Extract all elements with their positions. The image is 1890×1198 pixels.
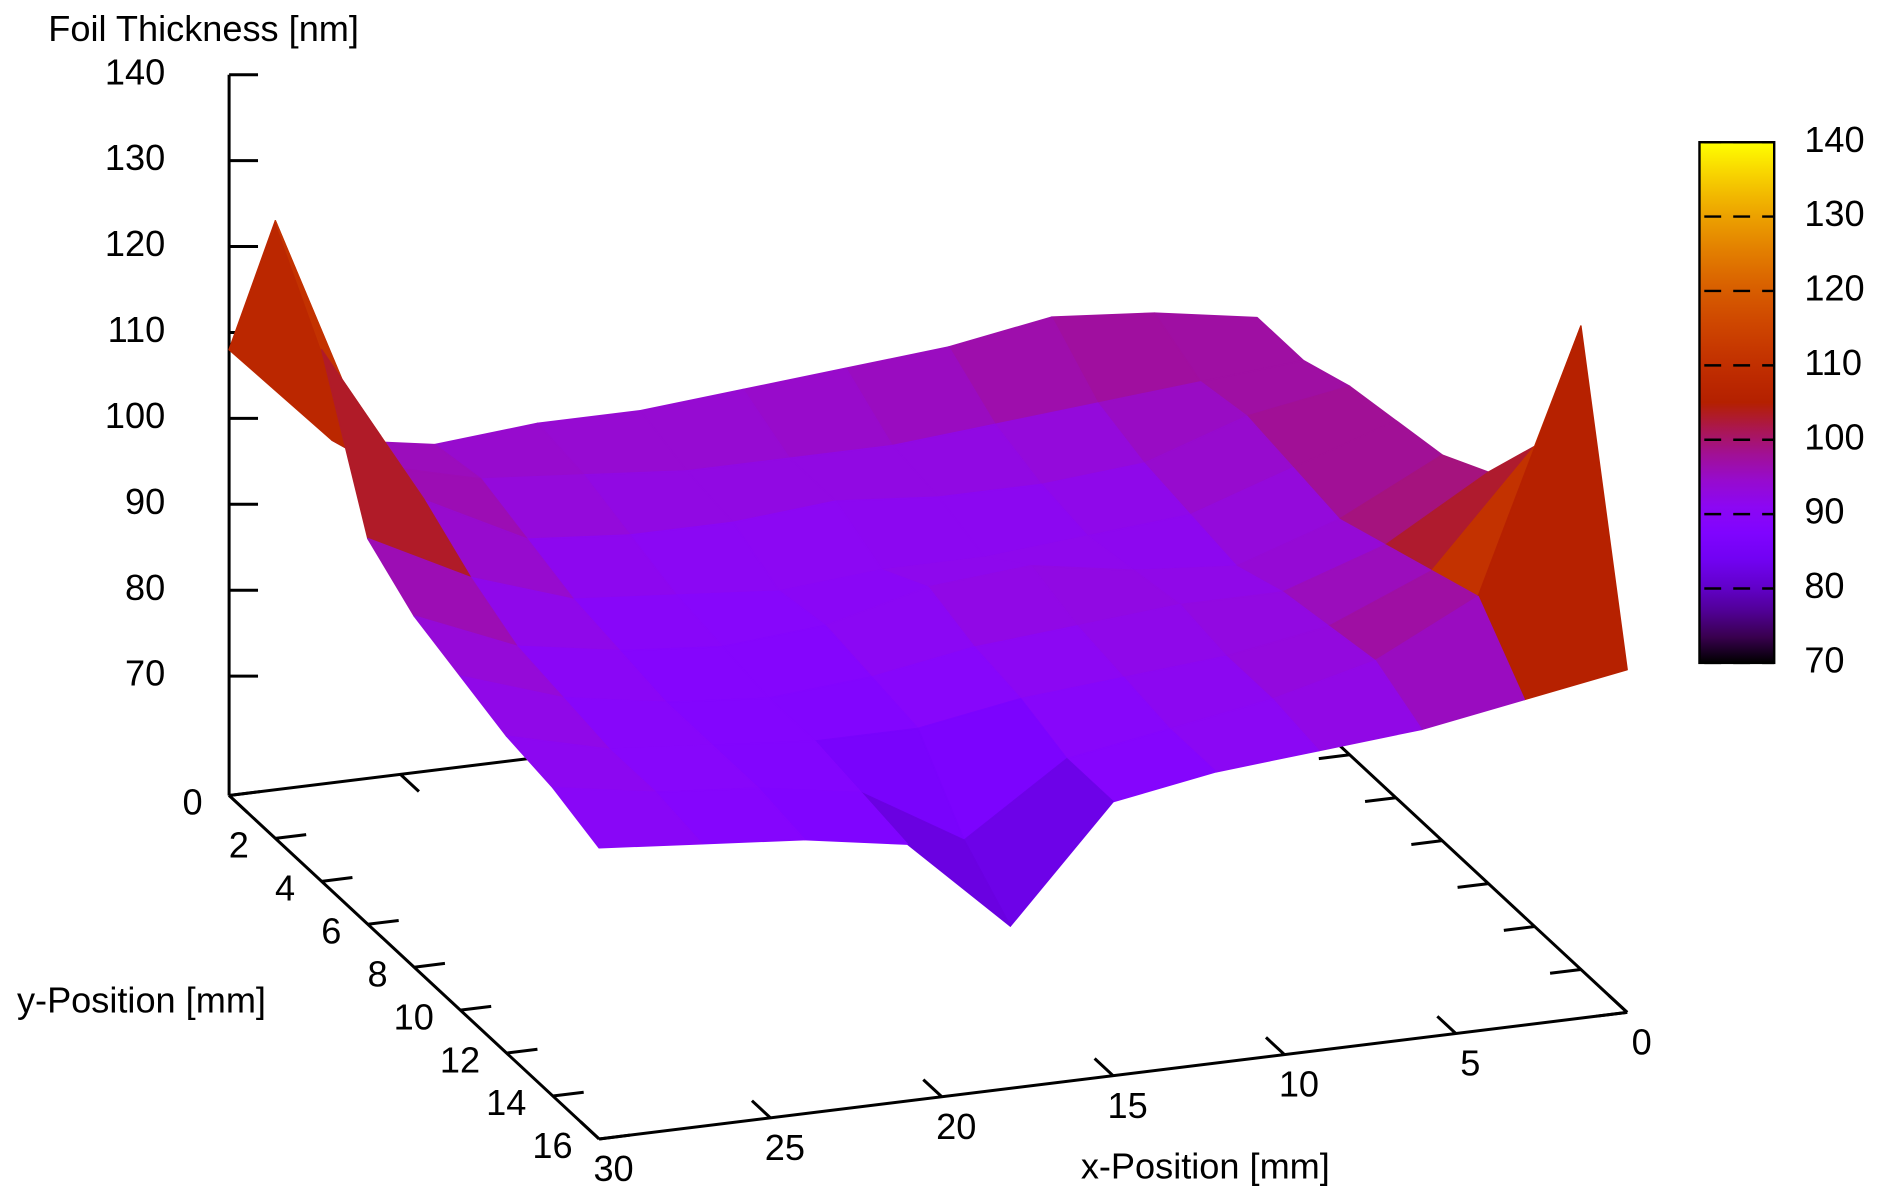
x-tick	[1607, 994, 1629, 1014]
y-tick	[1596, 1010, 1628, 1018]
x-tick	[1436, 1015, 1457, 1035]
y-tick	[1411, 839, 1443, 846]
x-tick	[922, 1078, 943, 1098]
x-tick	[1264, 1036, 1286, 1056]
x-tick	[750, 1099, 772, 1119]
y-tick	[321, 876, 353, 883]
colorbar-tick-label: 100	[1804, 416, 1864, 457]
y-tick-label: 4	[275, 868, 295, 909]
y-tick-label: 6	[321, 910, 341, 951]
y-tick	[275, 833, 307, 840]
x-tick-label: 25	[765, 1127, 805, 1168]
colorbar-tick-label: 120	[1804, 268, 1864, 309]
x-tick-label: 30	[593, 1148, 633, 1189]
y-tick	[1549, 967, 1582, 975]
x-tick	[399, 773, 420, 793]
y-tick-label: 12	[440, 1039, 480, 1080]
y-tick-label: 0	[182, 782, 202, 823]
colorbar-tick-label: 70	[1804, 639, 1844, 680]
y-tick	[228, 790, 261, 797]
y-axis-label: y-Position [mm]	[17, 979, 266, 1020]
z-tick-label: 100	[105, 395, 165, 436]
y-tick	[1318, 753, 1350, 761]
surface-patch	[552, 786, 703, 849]
x-tick	[228, 794, 249, 814]
x-axis	[598, 1010, 1628, 1141]
z-tick-label: 120	[105, 223, 165, 264]
y-tick	[1457, 882, 1489, 889]
y-tick-label: 2	[229, 825, 249, 866]
x-tick	[1093, 1057, 1115, 1077]
z-tick-label: 130	[105, 137, 165, 178]
x-tick	[579, 1120, 601, 1141]
colorbar-tick-label: 140	[1804, 119, 1864, 160]
z-tick-label: 110	[108, 309, 166, 350]
colorbar-tick-label: 90	[1804, 491, 1844, 532]
y-tick	[1364, 796, 1397, 804]
y-tick	[552, 1090, 584, 1098]
z-axis-label: Foil Thickness [nm]	[48, 8, 359, 49]
y-tick-label: 14	[486, 1082, 526, 1123]
y-tick	[598, 1133, 631, 1141]
x-tick-label: 5	[1460, 1043, 1480, 1084]
colorbar-tick-label: 130	[1804, 193, 1864, 234]
colorbar	[1698, 141, 1776, 665]
y-tick	[367, 918, 399, 926]
colorbar-tick-label: 110	[1804, 342, 1862, 383]
x-tick-label: 15	[1107, 1085, 1147, 1126]
y-tick	[1503, 925, 1535, 932]
z-tick-label: 140	[105, 51, 165, 92]
y-tick-label: 10	[394, 996, 434, 1037]
x-tick-label: 20	[936, 1106, 976, 1147]
y-tick	[413, 961, 446, 969]
x-tick-label: 10	[1279, 1064, 1319, 1105]
y-tick	[506, 1047, 538, 1055]
z-tick-label: 80	[125, 567, 165, 608]
y-tick	[460, 1004, 492, 1012]
y-tick-label: 8	[367, 953, 387, 994]
z-tick-label: 70	[125, 653, 165, 694]
x-axis-label: x-Position [mm]	[1081, 1146, 1330, 1187]
z-tick-label: 90	[125, 481, 165, 522]
x-tick-label: 0	[1632, 1021, 1652, 1062]
colorbar-tick-label: 80	[1804, 565, 1844, 606]
y-tick-label: 16	[532, 1125, 572, 1166]
